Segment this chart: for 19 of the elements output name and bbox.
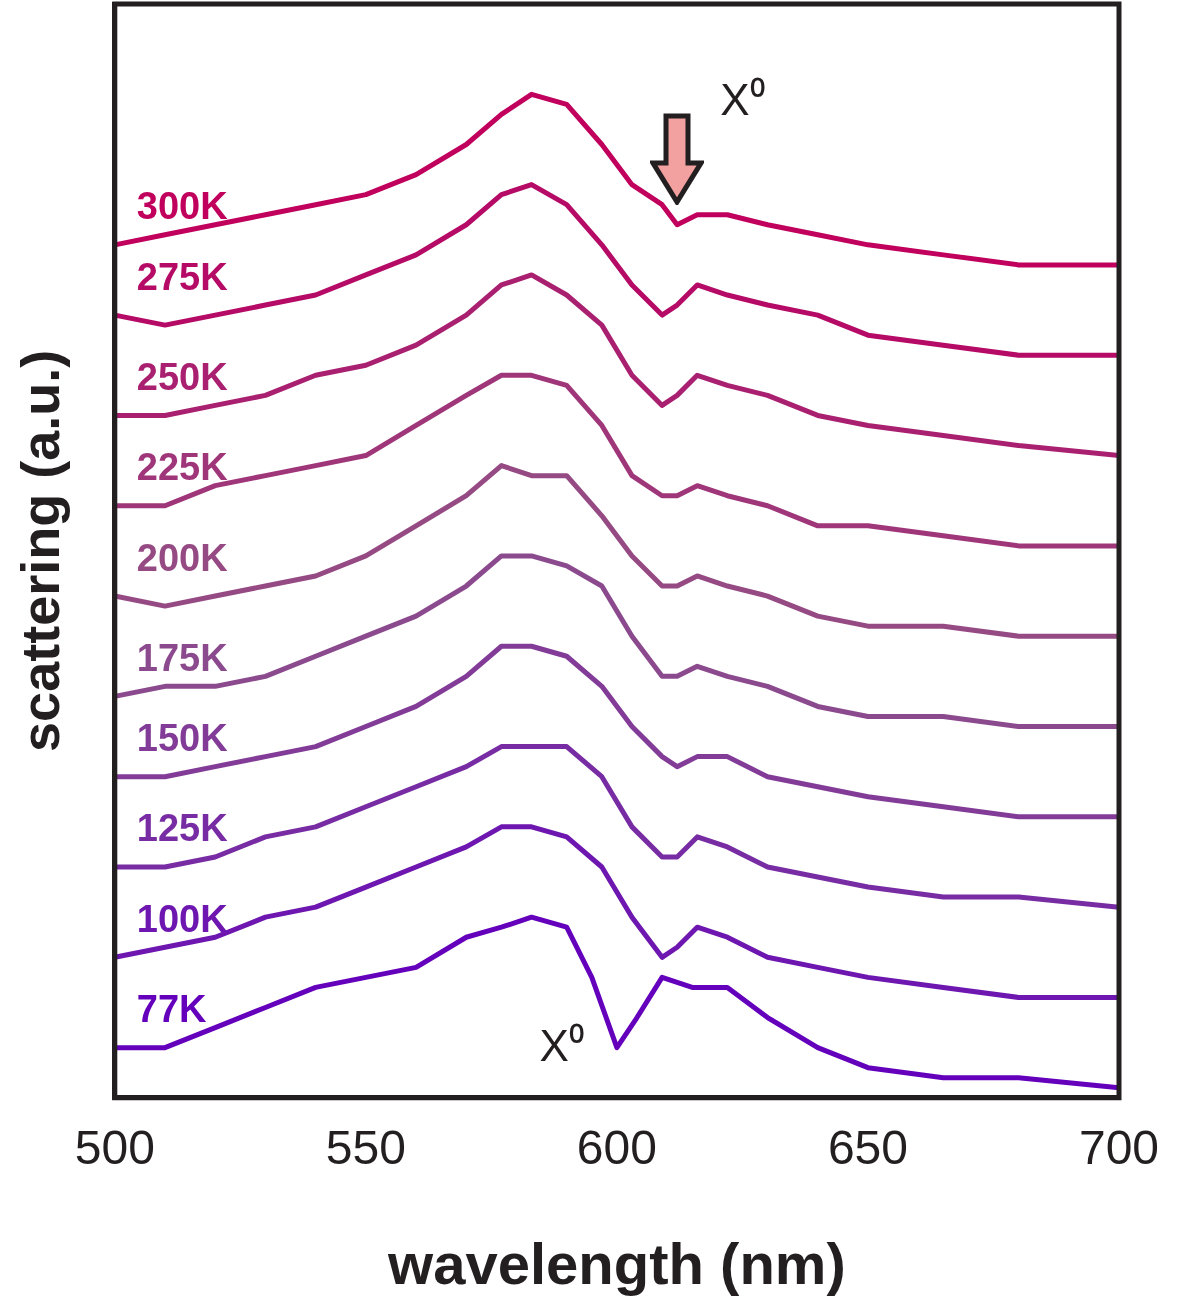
x-axis-title: wavelength (nm) xyxy=(387,1231,846,1297)
series-label: 300K xyxy=(136,185,229,228)
annotation: X⁰ xyxy=(539,1020,584,1070)
series-label: 77K xyxy=(136,988,208,1031)
x-tick-label: 700 xyxy=(1078,1120,1160,1174)
series-label: 275K xyxy=(136,255,229,298)
series-label: 200K xyxy=(136,536,229,579)
x-tick-label: 550 xyxy=(325,1120,406,1174)
y-axis-title: scattering (a.u.) xyxy=(10,349,71,752)
series-label: 225K xyxy=(136,446,229,489)
series-label: 150K xyxy=(136,717,229,760)
annotation: X⁰ xyxy=(720,74,765,124)
series-label: 250K xyxy=(136,355,229,398)
x-tick-label: 650 xyxy=(827,1120,908,1174)
series-label: 125K xyxy=(136,807,229,850)
x-tick-label: 500 xyxy=(74,1120,155,1174)
x-tick-label: 600 xyxy=(576,1120,657,1174)
series-label: 175K xyxy=(136,636,229,679)
series-label: 100K xyxy=(136,897,229,940)
